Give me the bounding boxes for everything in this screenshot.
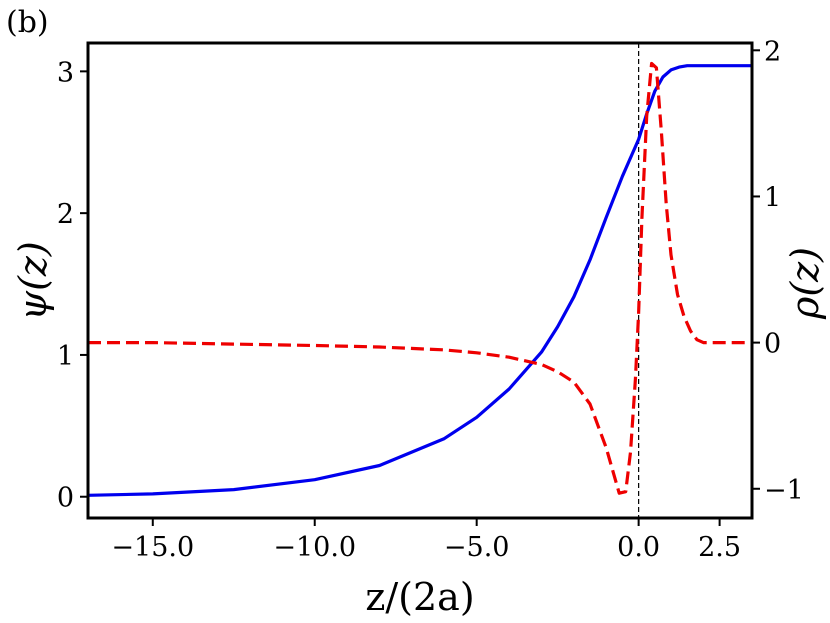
plot-area [87,43,752,518]
y-left-tick-label: 3 [57,57,74,88]
x-axis: −15.0 −10.0 −5.0 0.0 2.5 [111,518,741,563]
axes-frame [86,41,754,520]
psi-series-line [87,64,752,497]
y-axis-left: 0 1 2 3 [57,57,88,514]
y-right-tick-label: −1 [764,475,804,506]
y-axis-right-label: ρ(z) [783,247,827,320]
x-tick-label: −10.0 [273,532,356,563]
x-tick-label: −5.0 [444,532,510,563]
panel-label: (b) [6,5,49,40]
x-axis-label: z/(2a) [365,575,474,619]
y-right-tick-label: 1 [764,182,781,213]
y-right-tick-label: 2 [764,36,781,67]
y-left-tick-label: 0 [57,483,74,514]
rho-series-line [88,61,752,495]
y-left-tick-label: 1 [57,341,74,372]
y-axis-right: −1 0 1 2 [752,36,804,506]
y-axis-left-label: ψ(z) [11,241,55,320]
y-right-tick-label: 0 [764,329,781,360]
y-left-tick-label: 2 [57,199,74,230]
x-tick-label: 0.0 [617,532,660,563]
x-tick-label: −15.0 [111,532,194,563]
x-tick-label: 2.5 [698,532,741,563]
